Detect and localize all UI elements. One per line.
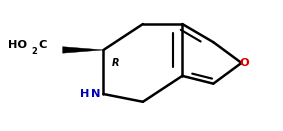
Text: HO: HO [8, 40, 27, 50]
Text: R: R [112, 58, 119, 68]
Text: H: H [80, 89, 89, 99]
Polygon shape [63, 47, 104, 53]
Text: C: C [39, 40, 47, 50]
Text: N: N [91, 89, 100, 99]
Text: 2: 2 [32, 47, 38, 56]
Text: O: O [239, 58, 249, 68]
